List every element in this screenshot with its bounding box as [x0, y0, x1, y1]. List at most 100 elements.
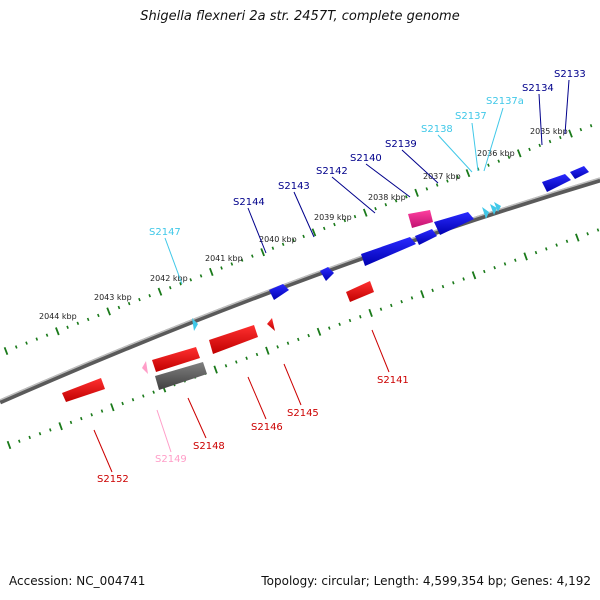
ruler-label-2044: 2044 kbp — [39, 312, 77, 321]
ruler-bottom-tick — [49, 428, 52, 432]
ruler-top-tick — [465, 169, 471, 178]
ruler-top-tick — [76, 321, 80, 325]
gene-s2137-trna[interactable] — [490, 204, 497, 215]
ruler-bottom-tick — [276, 345, 279, 349]
ruler-top — [3, 124, 593, 356]
label-s2148: S2148 — [193, 441, 225, 452]
ruler-top-tick — [25, 341, 28, 345]
genome-backbone — [0, 177, 600, 405]
ruler-top-tick — [559, 135, 562, 140]
ruler-bottom-tick — [586, 232, 589, 236]
ruler-bottom-tick — [431, 288, 434, 293]
ruler-bottom-tick — [6, 440, 12, 450]
gene-s2143-arrow[interactable] — [320, 267, 334, 281]
leader-s2152 — [93, 429, 113, 473]
gene-s2152-arrow[interactable] — [62, 378, 105, 402]
label-s2143: S2143 — [278, 181, 310, 192]
ruler-top-tick — [148, 294, 151, 298]
gene-s2140-arrow[interactable] — [415, 229, 437, 245]
label-s2142: S2142 — [316, 166, 348, 177]
leader-s2133 — [564, 79, 570, 135]
gene-other-feature[interactable] — [155, 362, 207, 390]
gene-s2148-arrow[interactable] — [152, 347, 200, 372]
ruler-top-tick — [322, 226, 326, 231]
leader-s2143 — [293, 191, 315, 238]
ruler-bottom-tick — [379, 307, 383, 311]
ruler-top-tick — [343, 218, 347, 223]
genome-backbone-highlight — [0, 177, 600, 401]
gene-labels-top: S2133 S2134 S2137a S2137 S2138 S2139 S21… — [149, 69, 586, 238]
gene-s2142-arrow[interactable] — [361, 237, 416, 266]
ruler-bottom-tick — [265, 346, 270, 355]
ruler-top-tick — [157, 287, 163, 296]
ruler-top-tick — [117, 305, 121, 310]
ruler-bottom-tick — [255, 352, 259, 357]
ruler-top-tick — [435, 183, 439, 187]
ruler-top-tick — [333, 222, 336, 227]
ruler-bottom-tick — [142, 394, 145, 398]
ruler-bottom-tick — [328, 326, 331, 330]
ruler-top-tick — [374, 207, 377, 211]
ruler-bottom — [6, 228, 600, 450]
gene-s2133-arrow[interactable] — [570, 166, 589, 179]
ruler-bottom-tick — [235, 360, 238, 364]
ruler-bottom-tick — [286, 341, 290, 345]
ruler-bottom-tick — [90, 413, 93, 417]
genes-trna — [192, 202, 501, 331]
gene-s2145-arrow[interactable] — [267, 318, 275, 331]
label-s2134: S2134 — [522, 83, 554, 94]
ruler-bottom-tick — [462, 277, 465, 281]
ruler-top-tick — [199, 274, 203, 278]
ruler-label-2041: 2041 kbp — [205, 254, 243, 263]
label-s2137a: S2137a — [486, 96, 524, 107]
gene-s2139-arrow[interactable] — [434, 212, 474, 235]
label-s2133: S2133 — [554, 69, 586, 80]
ruler-top-tick — [189, 278, 193, 282]
ruler-bottom-tick — [452, 281, 455, 285]
gene-s2134-arrow[interactable] — [542, 174, 571, 192]
label-s2145: S2145 — [287, 408, 319, 419]
ruler-top-tick — [138, 297, 141, 302]
gene-s2144-arrow[interactable] — [269, 284, 289, 300]
ruler-bottom-tick — [441, 284, 445, 289]
ruler-bottom-tick — [245, 356, 248, 360]
ruler-top-tick — [97, 313, 100, 318]
ruler-bottom-tick — [224, 364, 228, 368]
ruler-top-tick — [220, 266, 223, 270]
ruler-top-tick — [507, 155, 511, 159]
gene-s2147-trna[interactable] — [192, 318, 198, 331]
genes-reverse — [62, 281, 374, 402]
ruler-bottom-tick — [297, 337, 300, 342]
gene-s2141-arrow[interactable] — [346, 281, 374, 302]
ruler-bottom-tick — [69, 420, 73, 425]
genome-summary: Topology: circular; Length: 4,599,354 bp… — [261, 574, 591, 588]
gene-s2137a-trna[interactable] — [494, 202, 501, 212]
label-s2144: S2144 — [233, 197, 265, 208]
label-s2137: S2137 — [455, 111, 487, 122]
label-s2149: S2149 — [155, 454, 187, 465]
ruler-bottom-tick — [338, 322, 341, 326]
ruler-label-2039: 2039 kbp — [314, 213, 352, 222]
gene-misc-feature[interactable] — [408, 210, 433, 228]
ruler-label-2038: 2038 kbp — [368, 193, 406, 202]
gene-s2138-trna[interactable] — [482, 207, 489, 219]
ruler-bottom-tick — [555, 243, 558, 247]
ruler-top-tick — [179, 282, 182, 286]
ruler-bottom-tick — [348, 318, 352, 323]
ruler-bottom-tick — [80, 416, 83, 421]
label-s2138: S2138 — [421, 124, 453, 135]
ruler-top-tick — [579, 127, 583, 132]
leader-s2137a — [483, 107, 504, 172]
ruler-bottom-tick — [483, 269, 486, 274]
ruler-bottom-tick — [523, 252, 528, 261]
leader-s2139 — [401, 149, 439, 184]
ruler-label-2042: 2042 kbp — [150, 274, 188, 283]
ruler-bottom-tick — [503, 262, 507, 266]
ruler-bottom-tick — [534, 250, 538, 255]
gene-s2146-arrow[interactable] — [209, 325, 258, 354]
gene-s2149-pseudo[interactable] — [142, 361, 148, 374]
leader-s2146 — [247, 376, 267, 420]
ruler-top-tick — [487, 163, 490, 167]
ruler-top-tick — [425, 187, 429, 191]
